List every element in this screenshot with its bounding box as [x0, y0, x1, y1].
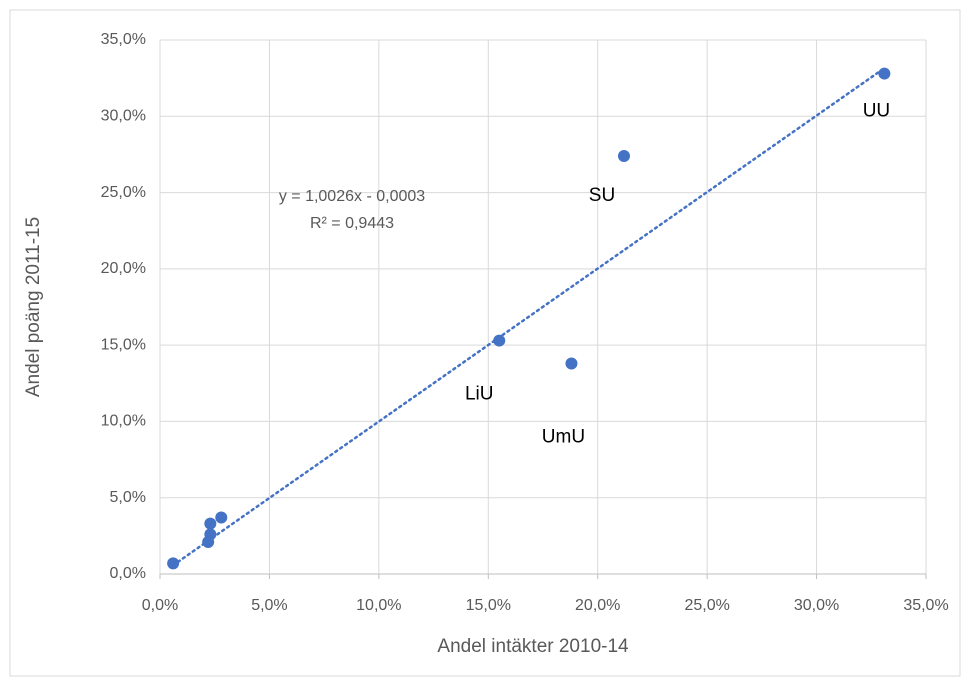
y-tick-label: 15,0% [101, 336, 146, 353]
point [204, 528, 217, 541]
trendline [171, 66, 886, 567]
y-tick-label: 5,0% [110, 489, 146, 506]
x-tick-label: 25,0% [684, 597, 729, 614]
x-tick-label: 10,0% [356, 597, 401, 614]
x-tick-label: 20,0% [575, 597, 620, 614]
point [617, 149, 630, 162]
y-tick-label: 0,0% [110, 565, 146, 582]
point-label: SU [589, 185, 615, 206]
trend-r2: R² = 0,9443 [310, 215, 394, 232]
x-tick-label: 30,0% [794, 597, 839, 614]
point [215, 511, 228, 524]
y-tick-label: 30,0% [101, 108, 146, 125]
point-label: UmU [542, 426, 585, 447]
x-tick-label: 5,0% [251, 597, 287, 614]
y-tick-label: 10,0% [101, 413, 146, 430]
point-label: LiU [465, 384, 494, 405]
y-tick-label: 20,0% [101, 260, 146, 277]
y-axis-title: Andel poäng 2011-15 [23, 217, 44, 397]
chart-border [9, 9, 961, 677]
point [493, 334, 506, 347]
point [204, 517, 217, 530]
x-tick-label: 0,0% [142, 597, 178, 614]
point [878, 67, 891, 80]
y-tick-label: 25,0% [101, 184, 146, 201]
x-tick-label: 35,0% [903, 597, 948, 614]
point-label: UU [863, 101, 890, 122]
point [565, 357, 578, 370]
x-tick-label: 15,0% [466, 597, 511, 614]
point [167, 557, 180, 570]
trend-equation: y = 1,0026x - 0,0003 [279, 188, 425, 205]
x-axis-title: Andel intäkter 2010-14 [437, 636, 629, 657]
y-tick-label: 35,0% [101, 31, 146, 48]
